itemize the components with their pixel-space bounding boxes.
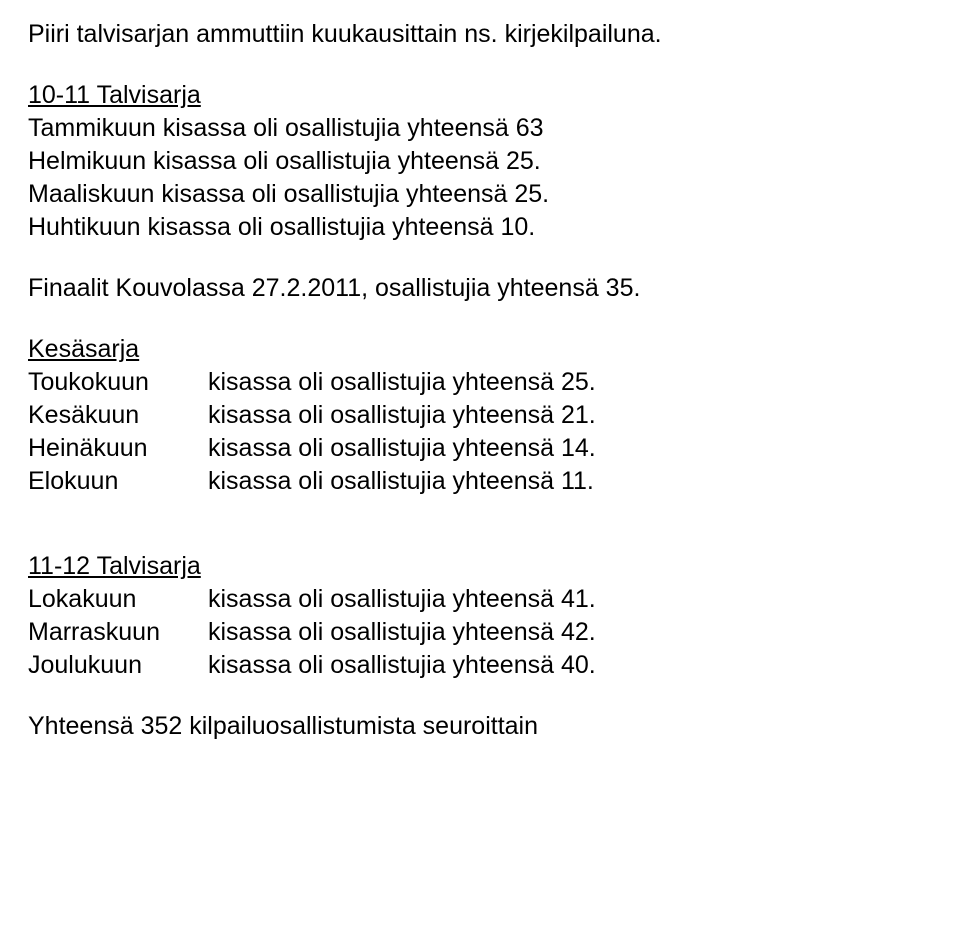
document-page: Piiri talvisarjan ammuttiin kuukausittai…: [0, 0, 960, 743]
summer-rest: kisassa oli osallistujia yhteensä 25.: [208, 366, 596, 399]
summer-row: Kesäkuun kisassa oli osallistujia yhteen…: [28, 399, 932, 432]
summer-month: Kesäkuun: [28, 399, 208, 432]
total-text: Yhteensä 352 kilpailuosallistumista seur…: [28, 712, 538, 740]
winter-month: Joulukuun: [28, 649, 208, 682]
summer-rest: kisassa oli osallistujia yhteensä 21.: [208, 399, 596, 432]
summer-month: Toukokuun: [28, 366, 208, 399]
intro-text: Piiri talvisarjan ammuttiin kuukausittai…: [28, 20, 662, 48]
finals-paragraph: Finaalit Kouvolassa 27.2.2011, osallistu…: [28, 272, 932, 305]
winter-11-12-row: Marraskuun kisassa oli osallistujia yhte…: [28, 616, 932, 649]
winter-11-12-block: 11-12 Talvisarja Lokakuun kisassa oli os…: [28, 550, 932, 682]
summer-month: Heinäkuun: [28, 432, 208, 465]
winter-11-12-heading: 11-12 Talvisarja: [28, 550, 932, 583]
winter-10-11-line: Tammikuun kisassa oli osallistujia yhtee…: [28, 112, 932, 145]
winter-10-11-heading: 10-11 Talvisarja: [28, 79, 932, 112]
summer-heading: Kesäsarja: [28, 333, 932, 366]
winter-month: Lokakuun: [28, 583, 208, 616]
winter-11-12-row: Lokakuun kisassa oli osallistujia yhteen…: [28, 583, 932, 616]
summer-rest: kisassa oli osallistujia yhteensä 11.: [208, 465, 594, 498]
winter-10-11-line: Maaliskuun kisassa oli osallistujia yhte…: [28, 178, 932, 211]
winter-rest: kisassa oli osallistujia yhteensä 41.: [208, 583, 596, 616]
summer-row: Toukokuun kisassa oli osallistujia yhtee…: [28, 366, 932, 399]
spacer: [28, 498, 932, 524]
summer-row: Heinäkuun kisassa oli osallistujia yhtee…: [28, 432, 932, 465]
summer-block: Kesäsarja Toukokuun kisassa oli osallist…: [28, 333, 932, 498]
spacer: [28, 524, 932, 550]
summer-rest: kisassa oli osallistujia yhteensä 14.: [208, 432, 596, 465]
finals-text: Finaalit Kouvolassa 27.2.2011, osallistu…: [28, 274, 640, 302]
total-paragraph: Yhteensä 352 kilpailuosallistumista seur…: [28, 710, 932, 743]
winter-month: Marraskuun: [28, 616, 208, 649]
intro-paragraph: Piiri talvisarjan ammuttiin kuukausittai…: [28, 18, 932, 51]
summer-row: Elokuun kisassa oli osallistujia yhteens…: [28, 465, 932, 498]
winter-10-11-line: Helmikuun kisassa oli osallistujia yhtee…: [28, 145, 932, 178]
winter-rest: kisassa oli osallistujia yhteensä 42.: [208, 616, 596, 649]
summer-month: Elokuun: [28, 465, 208, 498]
winter-10-11-block: 10-11 Talvisarja Tammikuun kisassa oli o…: [28, 79, 932, 244]
winter-10-11-line: Huhtikuun kisassa oli osallistujia yhtee…: [28, 211, 932, 244]
winter-11-12-row: Joulukuun kisassa oli osallistujia yhtee…: [28, 649, 932, 682]
winter-rest: kisassa oli osallistujia yhteensä 40.: [208, 649, 596, 682]
